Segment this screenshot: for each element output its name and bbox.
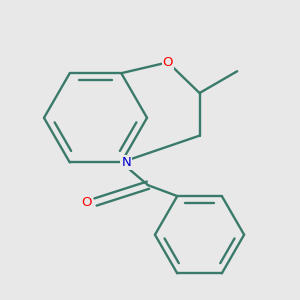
Text: N: N [121, 156, 131, 169]
Text: O: O [81, 196, 92, 208]
Text: O: O [163, 56, 173, 69]
